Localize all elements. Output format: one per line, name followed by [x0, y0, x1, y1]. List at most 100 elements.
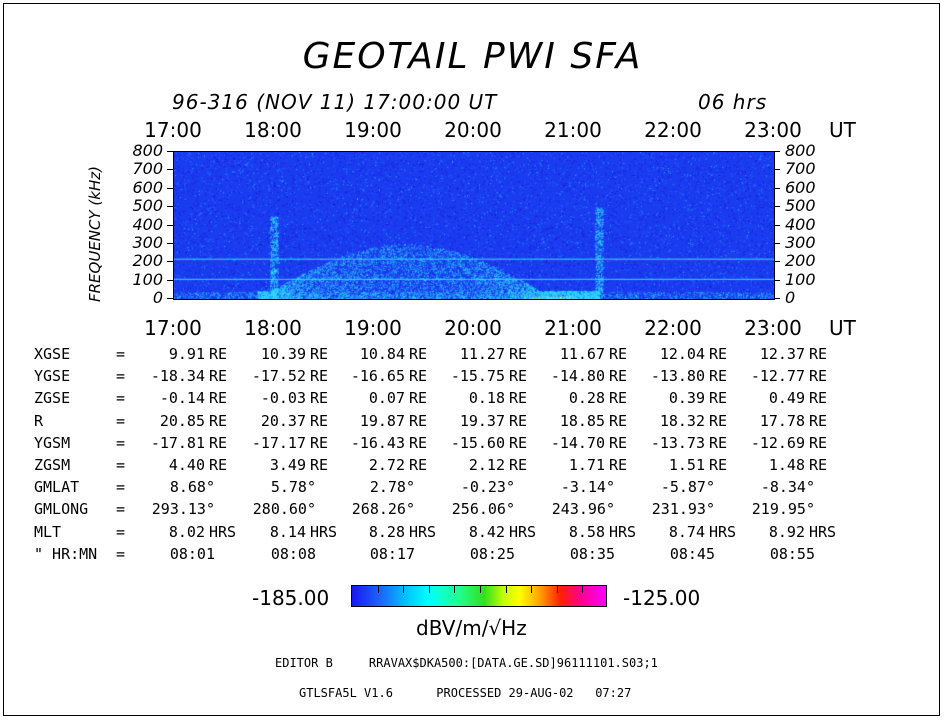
y-tick-mark-right	[774, 261, 780, 263]
x-tick-label-bottom: 17:00	[144, 316, 202, 340]
orbit-value: 293.13°	[151, 500, 215, 519]
orbit-unit: RE	[409, 389, 428, 408]
orbit-unit: RE	[310, 456, 329, 474]
y-tick-mark-left	[167, 279, 173, 281]
orbit-unit: RE	[609, 345, 628, 363]
orbit-value: 11.27	[459, 345, 505, 363]
orbit-row-label: R	[34, 411, 44, 430]
y-tick-mark-right	[774, 279, 780, 281]
orbit-row-label: ZGSE	[34, 389, 71, 408]
orbit-value: 1.71	[568, 456, 605, 474]
orbit-value: 2.78°	[369, 478, 415, 497]
orbit-unit: RE	[209, 433, 228, 452]
y-tick-mark-left	[167, 151, 173, 152]
orbit-value: -0.23°	[460, 478, 515, 497]
x-unit-bottom: UT	[829, 316, 856, 340]
orbit-unit: RE	[409, 345, 428, 363]
x-tick-label-bottom: 19:00	[344, 316, 402, 340]
colorbar-tick	[505, 586, 507, 593]
orbit-unit: RE	[609, 389, 628, 408]
orbit-value: 0.07	[368, 389, 405, 408]
orbit-value: 18.85	[559, 411, 605, 430]
y-tick-label-right: 200	[785, 251, 816, 271]
orbit-value: 12.37	[759, 345, 805, 363]
chart-subtitle: 96-316 (NOV 11) 17:00:00 UT	[172, 90, 498, 114]
x-tick-label-top: 19:00	[344, 118, 402, 142]
orbit-value: 8.74	[668, 522, 705, 541]
colorbar-tick	[377, 586, 379, 593]
orbit-value: 8.14	[269, 522, 306, 541]
orbit-row-label: MLT	[34, 522, 62, 541]
y-tick-label-right: 0	[785, 288, 796, 307]
orbit-value: 08:55	[769, 544, 815, 563]
spectrogram-heatmap	[173, 151, 775, 300]
y-tick-mark-left	[167, 206, 173, 208]
orbit-unit: RE	[809, 345, 828, 363]
orbit-unit: RE	[709, 345, 728, 363]
orbit-unit: RE	[709, 456, 728, 474]
orbit-value: -16.43	[350, 433, 405, 452]
orbit-value: 08:08	[270, 544, 316, 563]
orbit-value: 2.72	[368, 456, 405, 474]
orbit-unit: RE	[209, 345, 228, 363]
x-tick-label-bottom: 20:00	[444, 316, 502, 340]
orbit-unit: RE	[509, 411, 528, 430]
orbit-value: 4.40	[168, 456, 205, 474]
y-tick-label-right: 100	[785, 269, 816, 289]
orbit-unit: RE	[709, 433, 728, 452]
orbit-row-label: XGSE	[34, 345, 71, 363]
figure-frame	[3, 3, 940, 716]
orbit-value: -0.03	[260, 389, 306, 408]
orbit-value: -15.75	[450, 367, 505, 386]
orbit-row-equals: =	[116, 478, 126, 497]
orbit-unit: RE	[209, 456, 228, 474]
orbit-row-equals: =	[116, 433, 126, 452]
orbit-unit: RE	[609, 433, 628, 452]
orbit-value: 3.49	[269, 456, 306, 474]
y-tick-mark-right	[774, 242, 780, 244]
orbit-value: 280.60°	[252, 500, 316, 519]
y-tick-label-left: 300	[132, 232, 163, 252]
orbit-value: 0.18	[468, 389, 505, 408]
orbit-value: 08:17	[369, 544, 415, 563]
y-tick-mark-right	[774, 187, 780, 189]
orbit-value: 08:25	[469, 544, 515, 563]
orbit-value: 8.28	[368, 522, 405, 541]
y-tick-label-right: 600	[785, 177, 816, 197]
orbit-value: 10.39	[260, 345, 306, 363]
orbit-value: 8.58	[568, 522, 605, 541]
orbit-value: 19.87	[359, 411, 405, 430]
orbit-value: 2.12	[468, 456, 505, 474]
orbit-value: 256.06°	[451, 500, 515, 519]
orbit-value: -16.65	[350, 367, 405, 386]
colorbar-tick	[480, 586, 481, 593]
x-tick-label-top: 22:00	[644, 118, 702, 142]
orbit-value: 08:01	[169, 544, 215, 563]
orbit-value: -13.80	[650, 367, 705, 386]
orbit-value: -17.81	[150, 433, 205, 452]
y-tick-label-left: 100	[132, 269, 163, 289]
orbit-row-equals: =	[116, 544, 126, 563]
orbit-value: 9.91	[168, 345, 205, 363]
y-tick-label-right: 300	[785, 232, 816, 252]
orbit-row-equals: =	[116, 367, 126, 386]
x-tick-label-top: 18:00	[244, 118, 302, 142]
orbit-value: -18.34	[150, 367, 205, 386]
y-tick-mark-right	[774, 206, 780, 208]
orbit-value: 19.37	[459, 411, 505, 430]
x-tick-label-top: 20:00	[444, 118, 502, 142]
orbit-value: 11.67	[559, 345, 605, 363]
orbit-row-label: ZGSM	[34, 456, 71, 474]
orbit-value: -17.52	[251, 367, 306, 386]
duration-label: 06 hrs	[698, 90, 768, 114]
orbit-value: 18.32	[659, 411, 705, 430]
orbit-value: 8.92	[768, 522, 805, 541]
y-tick-mark-left	[167, 224, 173, 226]
orbit-value: 8.02	[168, 522, 205, 541]
orbit-value: -12.77	[750, 367, 805, 386]
orbit-unit: HRS	[409, 522, 437, 541]
y-axis-label: FREQUENCY (kHz)	[86, 166, 104, 302]
orbit-row-label: GMLONG	[34, 500, 89, 519]
orbit-unit: RE	[509, 389, 528, 408]
y-tick-label-left: 500	[132, 196, 163, 216]
